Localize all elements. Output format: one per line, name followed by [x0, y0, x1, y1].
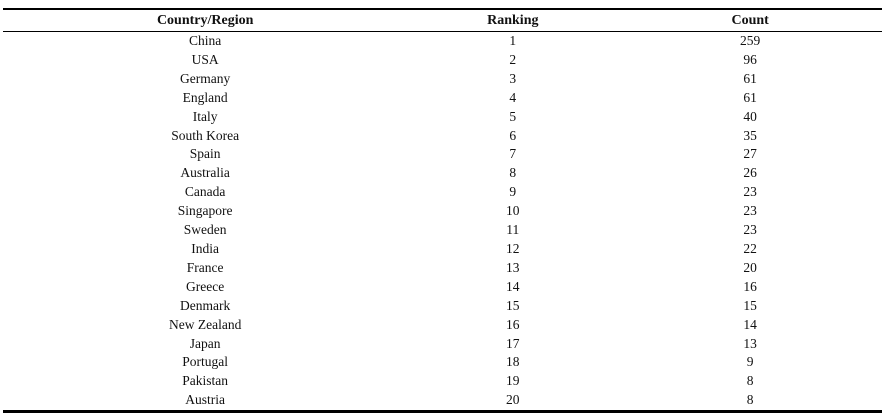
- count-cell: 61: [743, 70, 757, 86]
- ranking-cell: 18: [506, 354, 520, 370]
- country-cell: Australia: [180, 165, 230, 181]
- table-row: Austria 20 8: [3, 391, 882, 411]
- table-row: Greece 14 16: [3, 278, 882, 297]
- ranking-cell: 6: [509, 127, 517, 143]
- table-row: Denmark 15 15: [3, 297, 882, 316]
- table-row: Australia 8 26: [3, 164, 882, 183]
- table-row: Pakistan 19 8: [3, 372, 882, 391]
- table-header-row: Country/Region Ranking Count: [3, 9, 882, 32]
- count-cell: 35: [743, 127, 757, 143]
- column-header-ranking: Ranking: [407, 9, 619, 32]
- country-cell: Greece: [186, 278, 225, 294]
- column-header-count: Count: [618, 9, 882, 32]
- country-cell: Austria: [185, 392, 226, 408]
- table-row: New Zealand 16 14: [3, 316, 882, 335]
- ranking-cell: 14: [506, 278, 520, 294]
- country-cell: Singapore: [177, 203, 233, 219]
- country-cell: England: [182, 89, 228, 105]
- ranking-cell: 13: [506, 259, 520, 275]
- column-header-country: Country/Region: [3, 9, 408, 32]
- country-cell: Italy: [192, 108, 218, 124]
- table-row: Portugal 18 9: [3, 353, 882, 372]
- table-row: Japan 17 13: [3, 335, 882, 354]
- count-cell: 259: [740, 33, 761, 48]
- ranking-cell: 4: [509, 89, 517, 105]
- ranking-cell: 2: [509, 51, 517, 67]
- country-cell: USA: [191, 51, 219, 67]
- count-cell: 61: [743, 89, 757, 105]
- country-cell: Portugal: [182, 354, 229, 370]
- table-row: South Korea 6 35: [3, 127, 882, 146]
- table-row: China 1 259: [3, 32, 882, 51]
- count-cell: 8: [746, 373, 754, 389]
- ranking-cell: 8: [509, 165, 517, 181]
- ranking-cell: 15: [506, 297, 520, 313]
- count-cell: 27: [743, 146, 757, 162]
- ranking-cell: 10: [506, 203, 520, 219]
- ranking-cell: 9: [509, 184, 517, 200]
- ranking-cell: 1: [509, 33, 517, 48]
- count-cell: 26: [743, 165, 757, 181]
- ranking-cell: 16: [506, 316, 520, 332]
- count-cell: 96: [743, 51, 757, 67]
- table-row: Spain 7 27: [3, 145, 882, 164]
- table-row: France 13 20: [3, 259, 882, 278]
- table-row: Singapore 10 23: [3, 202, 882, 221]
- count-cell: 8: [746, 392, 754, 408]
- country-ranking-table: Country/Region Ranking Count China 1 259 US…: [3, 8, 882, 414]
- country-cell: Germany: [180, 70, 231, 86]
- count-cell: 14: [743, 316, 757, 332]
- table-row: USA 2 96: [3, 51, 882, 70]
- table-header: Country/Region Ranking Count: [3, 9, 882, 32]
- country-cell: France: [186, 259, 224, 275]
- country-cell: Pakistan: [182, 373, 229, 389]
- count-cell: 23: [743, 203, 757, 219]
- count-cell: 40: [743, 108, 757, 124]
- country-cell: Spain: [189, 146, 221, 162]
- ranking-cell: 12: [506, 240, 520, 256]
- country-cell: Sweden: [183, 222, 227, 238]
- count-cell: 16: [743, 278, 757, 294]
- ranking-cell: 19: [506, 373, 520, 389]
- count-cell: 13: [743, 335, 757, 351]
- table-body: China 1 259 USA 2 96 Germany 3 61 England 4 61 Italy…: [3, 32, 882, 412]
- ranking-cell: 20: [506, 392, 520, 408]
- count-cell: 23: [743, 222, 757, 238]
- count-cell: 22: [743, 240, 757, 256]
- country-cell: Denmark: [180, 297, 231, 313]
- country-cell: Japan: [189, 335, 221, 351]
- ranking-cell: 3: [509, 70, 517, 86]
- country-cell: India: [191, 240, 220, 256]
- ranking-cell: 7: [509, 146, 517, 162]
- count-cell: 9: [746, 354, 754, 370]
- table-row: Germany 3 61: [3, 70, 882, 89]
- country-cell: South Korea: [171, 127, 240, 143]
- count-cell: 15: [743, 297, 757, 313]
- country-cell: Canada: [184, 184, 226, 200]
- ranking-cell: 11: [506, 222, 520, 238]
- ranking-cell: 5: [509, 108, 517, 124]
- count-cell: 23: [743, 184, 757, 200]
- table-row: Italy 5 40: [3, 108, 882, 127]
- country-cell: China: [189, 33, 222, 48]
- table-row: Sweden 11 23: [3, 221, 882, 240]
- count-cell: 20: [743, 259, 757, 275]
- table-row: India 12 22: [3, 240, 882, 259]
- country-cell: New Zealand: [168, 316, 242, 332]
- table-row: England 4 61: [3, 89, 882, 108]
- ranking-cell: 17: [506, 335, 520, 351]
- table-row: Canada 9 23: [3, 183, 882, 202]
